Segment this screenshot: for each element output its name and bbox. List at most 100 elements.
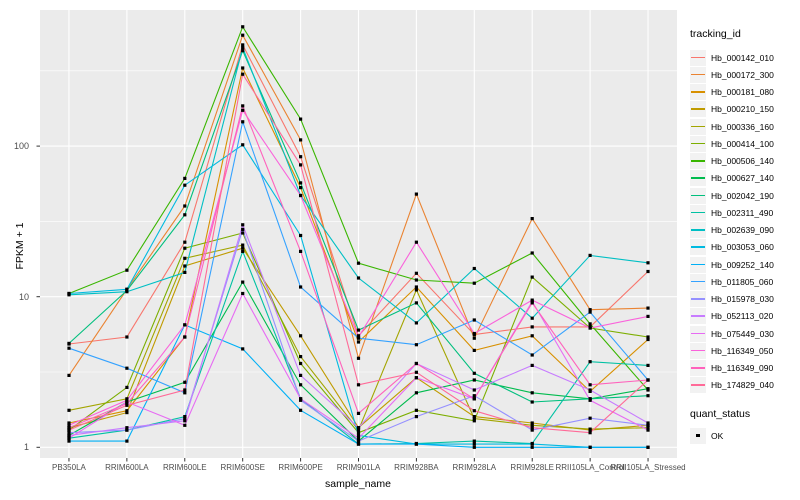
legend-key-line-icon [691, 142, 705, 145]
y-tick-label: 10 [18, 291, 29, 302]
data-point [588, 398, 592, 402]
data-point [241, 291, 245, 296]
data-point [241, 347, 245, 351]
data-point [299, 355, 303, 359]
data-point [125, 439, 129, 443]
data-point [125, 428, 129, 432]
data-point [472, 388, 476, 392]
data-point [67, 291, 71, 296]
data-point [414, 361, 418, 366]
data-point [183, 417, 187, 421]
data-point [356, 436, 361, 440]
legend-item-Hb_116349_090: Hb_116349_090 [690, 360, 798, 377]
data-point [588, 253, 592, 257]
data-point [183, 270, 187, 274]
data-point [530, 421, 534, 425]
data-point [530, 353, 534, 357]
data-point [530, 445, 534, 449]
data-point [530, 298, 534, 302]
data-point [588, 431, 592, 435]
data-point [125, 335, 129, 339]
data-point [414, 408, 418, 412]
data-point [414, 301, 418, 305]
data-point [414, 442, 418, 446]
data-point [530, 325, 534, 329]
data-point [299, 285, 303, 289]
data-point [67, 341, 71, 345]
data-point [299, 193, 303, 198]
legend-label: Hb_003053_060 [711, 242, 774, 253]
legend-item-Hb_000414_100: Hb_000414_100 [690, 135, 798, 152]
data-point [646, 387, 650, 391]
legend-label: Hb_052113_020 [711, 311, 774, 322]
data-point [356, 428, 361, 432]
x-tick-label-RRIM901LA: RRIM901LA [336, 463, 381, 472]
legend-key-swatch [690, 101, 706, 118]
legend-key-line-icon [691, 160, 705, 162]
legend-key-line-icon [691, 108, 705, 110]
data-point [241, 72, 245, 76]
legend-item-Hb_002639_090: Hb_002639_090 [690, 222, 798, 239]
legend-label: Hb_075449_030 [711, 328, 774, 339]
legend-key-swatch [690, 291, 706, 308]
data-point [414, 370, 418, 374]
data-point [356, 328, 361, 332]
data-point [530, 363, 534, 367]
data-point [241, 33, 245, 37]
legend-label: Hb_002311_490 [711, 207, 774, 218]
legend-item-Hb_011805_060: Hb_011805_060 [690, 273, 798, 290]
legend-item-Hb_002311_490: Hb_002311_490 [690, 204, 798, 221]
data-point [125, 409, 129, 413]
data-point [183, 415, 187, 419]
data-point [183, 213, 187, 217]
data-point [183, 256, 187, 260]
data-point [125, 268, 129, 272]
legend-item-Hb_002042_190: Hb_002042_190 [690, 187, 798, 204]
data-point [646, 378, 650, 382]
legend-item-Hb_000181_080: Hb_000181_080 [690, 84, 798, 101]
data-point [241, 25, 245, 29]
data-point [299, 138, 303, 142]
x-tick-label-RRII105LA_Control: RRII105LA_Control [555, 463, 625, 472]
legend-label: Hb_011805_060 [711, 276, 774, 287]
data-point [356, 439, 361, 443]
legend-label: Hb_116349_050 [711, 345, 774, 356]
data-point [183, 204, 187, 208]
data-point [472, 348, 476, 352]
data-point [530, 423, 534, 427]
data-point [530, 391, 534, 395]
data-point [472, 445, 476, 449]
data-point [356, 276, 361, 280]
legend-item-Hb_000142_010: Hb_000142_010 [690, 49, 798, 66]
data-point [530, 217, 534, 221]
data-point [241, 104, 245, 108]
legend-key-line-icon [691, 315, 705, 317]
data-point [588, 322, 592, 326]
legend-key-swatch [690, 308, 706, 325]
data-point [472, 409, 476, 413]
data-point [125, 290, 129, 294]
data-point [125, 402, 129, 406]
data-point [530, 442, 534, 446]
legend-key-swatch [690, 84, 706, 101]
data-point [299, 373, 303, 377]
data-point [356, 340, 361, 344]
data-point [299, 155, 303, 159]
data-point [183, 246, 187, 250]
legend-item-Hb_000210_150: Hb_000210_150 [690, 101, 798, 118]
data-point [67, 433, 71, 437]
data-point [646, 363, 650, 367]
data-point [646, 421, 650, 425]
legend-item-Hb_000172_300: Hb_000172_300 [690, 66, 798, 83]
data-point [356, 426, 361, 430]
data-point [472, 331, 476, 336]
data-point [356, 261, 361, 265]
legend-item-ok: OK [690, 427, 798, 444]
data-point [183, 323, 187, 327]
y-tick-label: 1 [23, 442, 29, 453]
data-point [125, 385, 129, 389]
data-point [356, 442, 361, 446]
legend-item-Hb_174829_040: Hb_174829_040 [690, 377, 798, 394]
legend-key-line-icon [691, 280, 705, 283]
legend-key-swatch [690, 170, 706, 187]
